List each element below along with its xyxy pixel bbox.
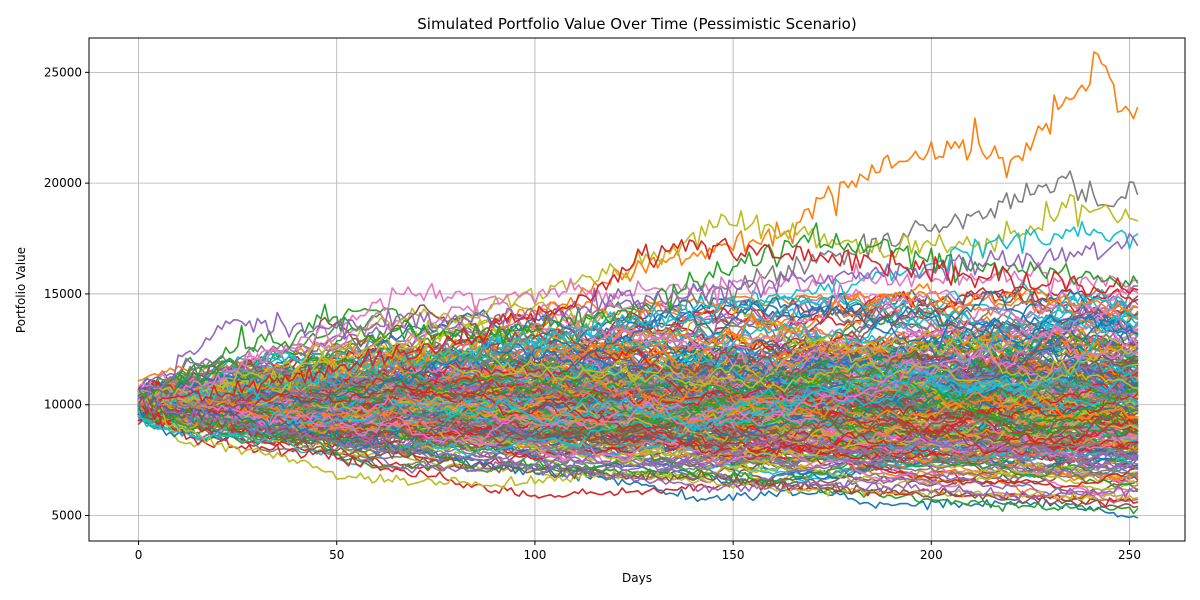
extreme-path — [137, 51, 1139, 408]
simulated-path — [137, 386, 1139, 452]
x-tick-label: 0 — [135, 548, 143, 562]
y-tick-label: 15000 — [44, 287, 82, 301]
simulated-path — [137, 351, 1139, 438]
simulated-path — [137, 374, 1139, 451]
x-tick-label: 150 — [722, 548, 745, 562]
extreme-path — [137, 237, 1139, 409]
y-tick-label: 20000 — [44, 176, 82, 190]
y-tick-label: 10000 — [44, 398, 82, 412]
simulated-path — [137, 388, 1139, 470]
y-tick-label: 25000 — [44, 65, 82, 79]
simulated-path — [137, 304, 1139, 399]
simulated-path — [137, 338, 1139, 421]
extreme-path — [137, 170, 1139, 408]
simulated-path — [137, 397, 1139, 474]
extreme-path — [137, 403, 1139, 508]
simulated-path — [137, 390, 1139, 449]
simulated-path — [137, 311, 1139, 440]
extreme-path — [137, 395, 1139, 509]
simulated-path — [137, 327, 1139, 422]
chart-title: Simulated Portfolio Value Over Time (Pes… — [417, 15, 856, 33]
simulated-path — [137, 378, 1139, 437]
simulated-path — [137, 329, 1139, 452]
x-tick-label: 100 — [523, 548, 546, 562]
simulated-path — [137, 341, 1139, 404]
axis-ticks: 0 50 100 150 200 250 5000 10000 15000 20000 25000 — [44, 65, 1141, 562]
simulated-path — [137, 403, 1139, 447]
x-tick-label: 50 — [329, 548, 344, 562]
extreme-path — [137, 222, 1139, 408]
simulated-path — [137, 338, 1139, 419]
extreme-path — [137, 232, 1139, 406]
x-tick-label: 250 — [1118, 548, 1141, 562]
series-group — [137, 51, 1139, 519]
simulated-path — [137, 379, 1139, 427]
extreme-path — [137, 396, 1139, 519]
simulated-path — [137, 384, 1139, 456]
extreme-path — [137, 399, 1139, 501]
x-tick-label: 200 — [920, 548, 943, 562]
y-tick-label: 5000 — [51, 509, 82, 523]
simulated-path — [137, 294, 1139, 412]
simulated-path — [137, 290, 1139, 409]
x-axis-label: Days — [622, 571, 652, 585]
simulated-path — [137, 348, 1139, 414]
y-axis-label: Portfolio Value — [14, 247, 28, 333]
simulated-path — [137, 332, 1139, 423]
simulated-path — [137, 390, 1139, 462]
plot-frame — [88, 37, 1186, 542]
simulated-path — [137, 358, 1139, 432]
simulated-path — [137, 327, 1139, 446]
simulated-path — [137, 406, 1139, 454]
